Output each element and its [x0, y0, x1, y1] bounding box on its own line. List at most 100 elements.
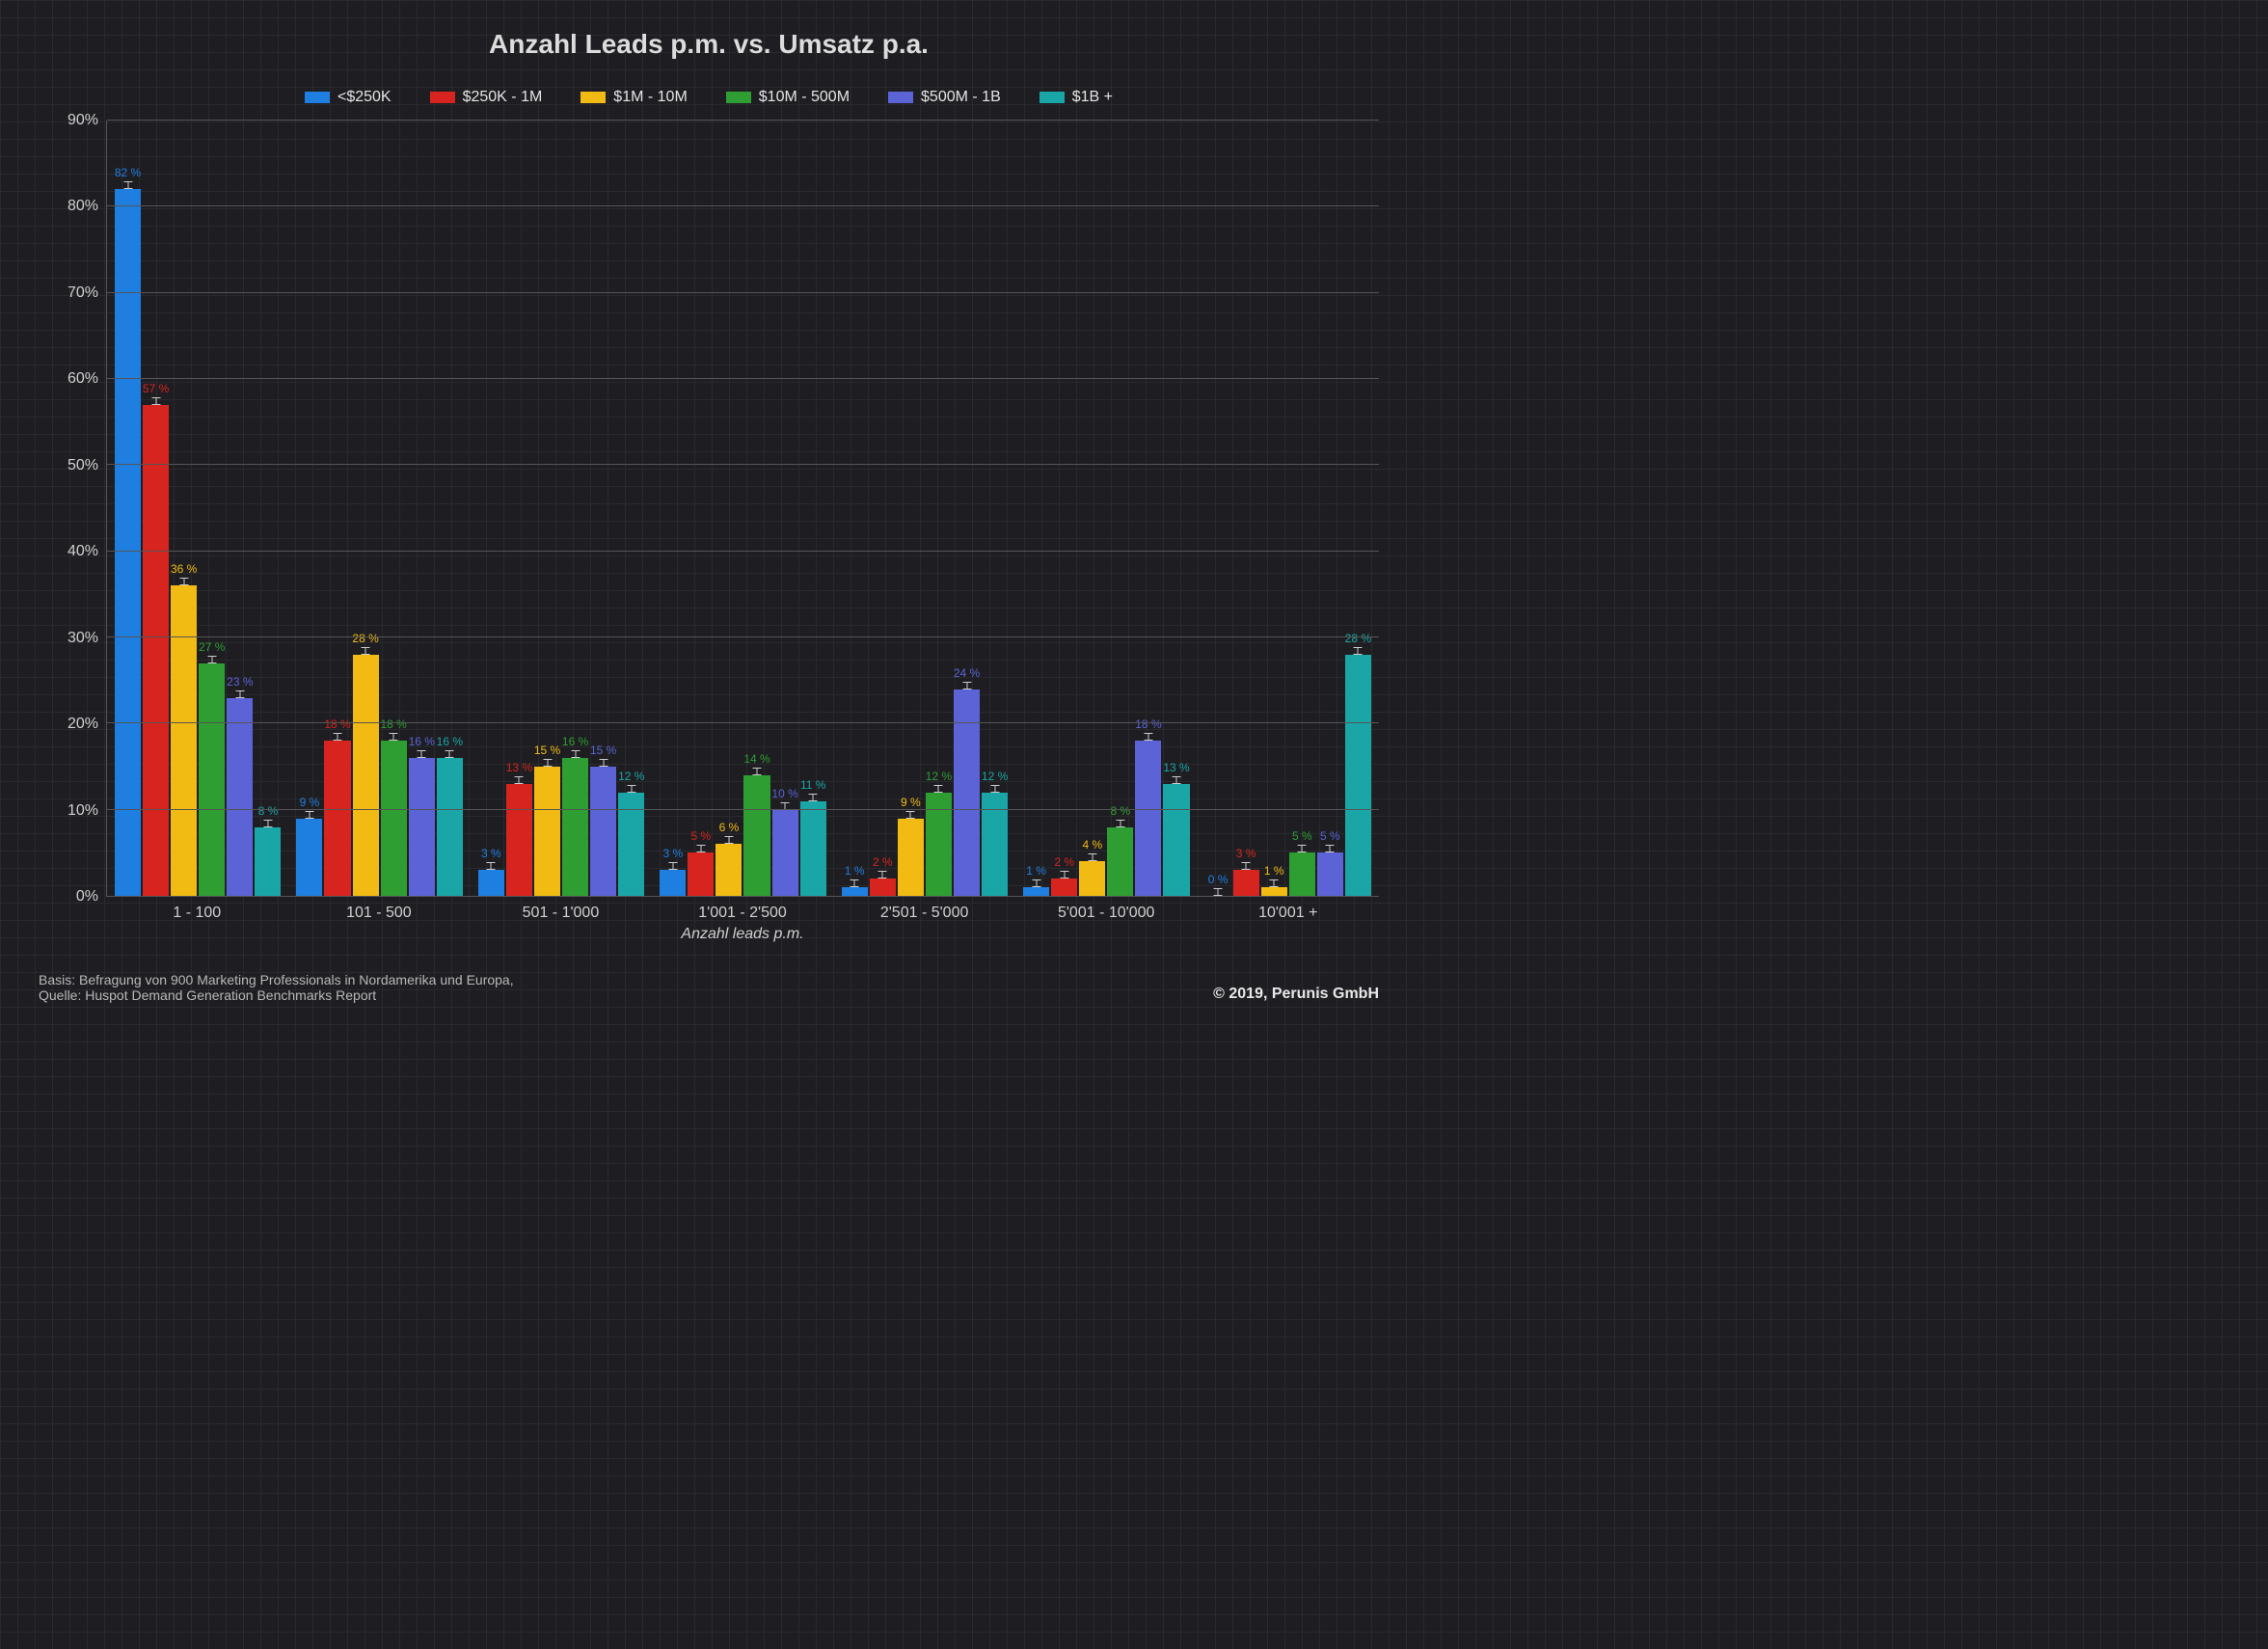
bar-whisker: [239, 690, 240, 698]
bar-value-label: 5 %: [691, 829, 712, 843]
bar: 2 %: [1051, 879, 1077, 896]
legend-swatch: [305, 92, 330, 103]
gridline: [107, 464, 1379, 465]
y-tick: 70%: [68, 284, 98, 302]
bar: 3 %: [478, 870, 504, 896]
bar-wrap: 27 %: [199, 121, 225, 896]
bar-wrap: 12 %: [926, 121, 952, 896]
bar-value-label: 27 %: [199, 640, 225, 654]
bar-whisker: [1302, 845, 1303, 852]
bar: 16 %: [409, 758, 435, 896]
bar-value-label: 16 %: [437, 735, 463, 748]
bar-group: 3 %13 %15 %16 %15 %12 %: [471, 121, 652, 896]
bar-whisker: [421, 750, 422, 758]
bar-value-label: 15 %: [534, 743, 560, 757]
bar: 14 %: [743, 775, 770, 896]
bar-whisker: [183, 578, 184, 585]
bar-value-label: 14 %: [743, 752, 770, 766]
legend-item: $1B +: [1040, 89, 1113, 106]
bar-value-label: 0 %: [1208, 873, 1228, 886]
bar: 8 %: [255, 827, 281, 896]
bar-whisker: [1330, 845, 1331, 852]
bar-wrap: 1 %: [842, 121, 868, 896]
bar-group: 82 %57 %36 %27 %23 %8 %: [107, 121, 288, 896]
bar: 16 %: [562, 758, 588, 896]
bar-whisker: [309, 811, 310, 819]
chart-area: 0%10%20%30%40%50%60%70%80%90% 82 %57 %36…: [39, 121, 1379, 897]
bar: 82 %: [115, 189, 141, 896]
bar-group: 0 %3 %1 %5 %5 %28 %: [1198, 121, 1379, 896]
gridline: [107, 205, 1379, 206]
bar: 1 %: [1261, 887, 1287, 896]
bar-whisker: [127, 181, 128, 189]
bar-whisker: [994, 785, 995, 793]
gridline: [107, 722, 1379, 723]
bar-value-label: 18 %: [380, 717, 406, 731]
bar-wrap: 4 %: [1079, 121, 1105, 896]
bar-value-label: 10 %: [771, 787, 797, 800]
bar-wrap: 23 %: [227, 121, 253, 896]
bar-whisker: [449, 750, 450, 758]
chart-frame: Anzahl Leads p.m. vs. Umsatz p.a. <$250K…: [0, 0, 1418, 1022]
legend-label: $500M - 1B: [921, 89, 1001, 106]
y-tick: 10%: [68, 802, 98, 820]
footer-copyright: © 2019, Perunis GmbH: [1213, 986, 1379, 1003]
bar-wrap: 3 %: [478, 121, 504, 896]
bar: 15 %: [590, 767, 616, 896]
bar-value-label: 16 %: [562, 735, 588, 748]
bar-wrap: 14 %: [743, 121, 770, 896]
bar-wrap: 57 %: [143, 121, 169, 896]
bar-value-label: 8 %: [1111, 804, 1131, 818]
bar-value-label: 3 %: [1236, 847, 1256, 860]
gridline: [107, 551, 1379, 552]
bar: 1 %: [1023, 887, 1049, 896]
bar-whisker: [155, 397, 156, 405]
bar-whisker: [393, 733, 394, 741]
bar-value-label: 9 %: [901, 796, 921, 809]
bar-wrap: 3 %: [1233, 121, 1259, 896]
bar-whisker: [631, 785, 632, 793]
footer-line2: Quelle: Huspot Demand Generation Benchma…: [39, 987, 514, 1003]
bar-value-label: 11 %: [800, 778, 825, 792]
bar: 18 %: [1135, 741, 1161, 896]
gridline: [107, 809, 1379, 810]
bar-whisker: [1064, 871, 1065, 879]
bar-wrap: 2 %: [1051, 121, 1077, 896]
bar-wrap: 16 %: [562, 121, 588, 896]
gridline: [107, 636, 1379, 637]
bar-whisker: [491, 862, 492, 870]
x-tick-label: 1 - 100: [106, 897, 288, 922]
bar: 57 %: [143, 405, 169, 896]
bar-wrap: 3 %: [660, 121, 686, 896]
bar-wrap: 16 %: [437, 121, 463, 896]
bar-wrap: 82 %: [115, 121, 141, 896]
bar-value-label: 9 %: [300, 796, 320, 809]
bar-wrap: 28 %: [353, 121, 379, 896]
legend-label: $10M - 500M: [759, 89, 850, 106]
bar: 1 %: [842, 887, 868, 896]
bar-wrap: 36 %: [171, 121, 197, 896]
bar-group: 1 %2 %4 %8 %18 %13 %: [1015, 121, 1197, 896]
footer-source: Basis: Befragung von 900 Marketing Profe…: [39, 972, 514, 1003]
bar-wrap: 1 %: [1023, 121, 1049, 896]
legend-label: $1M - 10M: [613, 89, 687, 106]
bar-value-label: 12 %: [618, 770, 644, 783]
bar-value-label: 12 %: [982, 770, 1008, 783]
bar-wrap: 18 %: [1135, 121, 1161, 896]
y-tick: 0%: [76, 888, 98, 906]
legend-swatch: [430, 92, 455, 103]
bar-value-label: 5 %: [1320, 829, 1340, 843]
bar-wrap: 6 %: [716, 121, 742, 896]
bar-whisker: [211, 656, 212, 663]
bar-value-label: 3 %: [481, 847, 501, 860]
bar-value-label: 57 %: [143, 382, 169, 395]
bar: 5 %: [1317, 852, 1343, 896]
bar-groups: 82 %57 %36 %27 %23 %8 %9 %18 %28 %18 %16…: [107, 121, 1379, 896]
bar-wrap: 16 %: [409, 121, 435, 896]
bar-value-label: 28 %: [352, 632, 378, 645]
legend: <$250K$250K - 1M$1M - 10M$10M - 500M$500…: [39, 89, 1379, 106]
bar-wrap: 10 %: [772, 121, 798, 896]
bar-wrap: 2 %: [870, 121, 896, 896]
bar-value-label: 8 %: [258, 804, 279, 818]
bar: 28 %: [1345, 655, 1371, 896]
